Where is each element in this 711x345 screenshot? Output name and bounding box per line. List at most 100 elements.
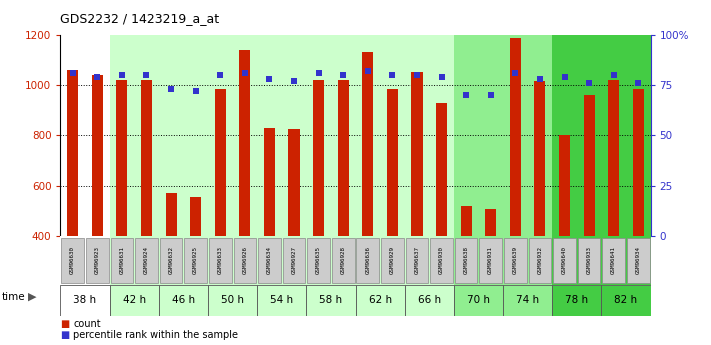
FancyBboxPatch shape — [86, 238, 109, 283]
Bar — [485, 209, 496, 236]
Text: 74 h: 74 h — [516, 295, 539, 305]
Bar — [109, 236, 159, 285]
Bar — [356, 285, 405, 316]
Point — [215, 72, 226, 78]
Text: 38 h: 38 h — [73, 295, 97, 305]
Bar — [552, 34, 602, 236]
Bar — [454, 34, 503, 236]
Point — [264, 76, 275, 82]
FancyBboxPatch shape — [504, 238, 527, 283]
Bar — [633, 89, 643, 236]
Bar — [454, 236, 503, 285]
Bar — [405, 236, 454, 285]
Text: GSM96931: GSM96931 — [488, 246, 493, 275]
Bar — [68, 70, 78, 236]
Bar — [264, 128, 275, 236]
Point — [387, 72, 398, 78]
FancyBboxPatch shape — [455, 238, 478, 283]
Point — [436, 74, 447, 80]
FancyBboxPatch shape — [233, 238, 256, 283]
Bar — [602, 285, 651, 316]
FancyBboxPatch shape — [430, 238, 453, 283]
Bar — [602, 34, 651, 236]
Point — [633, 80, 644, 86]
Text: ■: ■ — [60, 330, 70, 339]
Bar — [454, 285, 503, 316]
Bar — [552, 236, 602, 285]
FancyBboxPatch shape — [578, 238, 600, 283]
Point — [608, 72, 619, 78]
Text: 50 h: 50 h — [221, 295, 244, 305]
Text: time: time — [1, 292, 25, 302]
Bar — [208, 236, 257, 285]
Text: GDS2232 / 1423219_a_at: GDS2232 / 1423219_a_at — [60, 12, 220, 26]
Point — [166, 86, 177, 92]
Text: GSM96632: GSM96632 — [169, 246, 173, 275]
FancyBboxPatch shape — [602, 238, 625, 283]
Text: GSM96930: GSM96930 — [439, 246, 444, 275]
Bar — [208, 285, 257, 316]
FancyBboxPatch shape — [184, 238, 207, 283]
Text: GSM96635: GSM96635 — [316, 246, 321, 275]
Text: GSM96640: GSM96640 — [562, 246, 567, 275]
Bar — [159, 285, 208, 316]
Bar — [559, 136, 570, 236]
Bar — [257, 34, 306, 236]
Text: GSM96638: GSM96638 — [464, 246, 469, 275]
Bar — [60, 285, 109, 316]
Bar — [510, 38, 521, 236]
FancyBboxPatch shape — [61, 238, 84, 283]
Bar — [306, 285, 356, 316]
Bar — [159, 236, 208, 285]
FancyBboxPatch shape — [381, 238, 404, 283]
FancyBboxPatch shape — [160, 238, 183, 283]
Bar — [240, 50, 250, 236]
Bar — [503, 285, 552, 316]
Bar — [208, 34, 257, 236]
Point — [190, 88, 201, 94]
FancyBboxPatch shape — [332, 238, 355, 283]
FancyBboxPatch shape — [307, 238, 330, 283]
FancyBboxPatch shape — [479, 238, 502, 283]
Text: 78 h: 78 h — [565, 295, 589, 305]
Bar — [602, 236, 651, 285]
Text: count: count — [73, 319, 101, 328]
Bar — [461, 206, 471, 236]
Text: GSM96923: GSM96923 — [95, 246, 100, 275]
Text: 54 h: 54 h — [270, 295, 294, 305]
FancyBboxPatch shape — [283, 238, 305, 283]
Bar — [166, 194, 176, 236]
Text: GSM96928: GSM96928 — [341, 246, 346, 275]
Text: 66 h: 66 h — [417, 295, 441, 305]
Point — [461, 92, 472, 98]
Point — [485, 92, 496, 98]
Point — [313, 70, 324, 76]
Point — [584, 80, 595, 86]
FancyBboxPatch shape — [258, 238, 281, 283]
Bar — [159, 34, 208, 236]
Bar — [338, 80, 348, 236]
Bar — [257, 236, 306, 285]
Text: GSM96637: GSM96637 — [415, 246, 419, 275]
FancyBboxPatch shape — [528, 238, 551, 283]
Bar — [356, 34, 405, 236]
Point — [338, 72, 349, 78]
Bar — [313, 80, 324, 236]
Bar — [503, 34, 552, 236]
Text: GSM96932: GSM96932 — [538, 246, 542, 275]
Bar — [60, 34, 109, 236]
Bar — [387, 89, 398, 236]
Text: GSM96636: GSM96636 — [365, 246, 370, 275]
Point — [92, 74, 103, 80]
Text: 42 h: 42 h — [122, 295, 146, 305]
Text: ■: ■ — [60, 319, 70, 328]
Bar — [289, 129, 299, 236]
Point — [141, 72, 152, 78]
FancyBboxPatch shape — [406, 238, 428, 283]
Bar — [436, 102, 447, 236]
Bar — [306, 236, 356, 285]
Bar — [257, 285, 306, 316]
Text: GSM96925: GSM96925 — [193, 246, 198, 275]
Text: 58 h: 58 h — [319, 295, 343, 305]
Text: 46 h: 46 h — [172, 295, 195, 305]
